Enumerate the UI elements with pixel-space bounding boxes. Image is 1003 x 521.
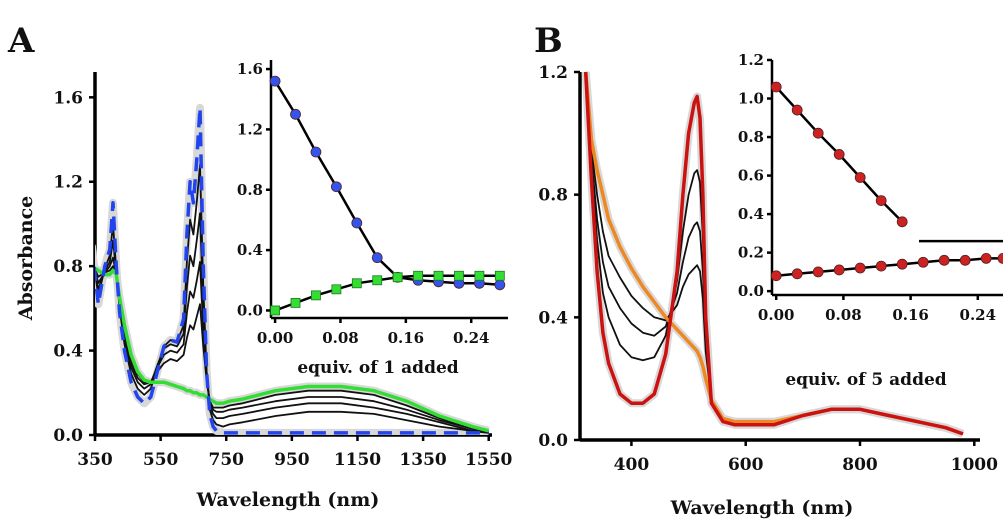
panel-b-inset: equiv. of 5 added 0.0 0.2 0.4 0.6 0.8 1.0 1.2 0… <box>738 51 1003 390</box>
inset-point-1 <box>474 270 485 281</box>
inset-point-1 <box>331 284 342 295</box>
spectrum-line-5 <box>95 266 490 433</box>
y-tick-label: 0.4 <box>538 308 568 328</box>
spectrum-line-0 <box>583 71 964 436</box>
spectrum-line-0 <box>95 106 489 435</box>
inset-point-1 <box>833 264 845 276</box>
inset-point-1 <box>494 270 505 281</box>
inset-y-tick-label: 0.8 <box>738 128 764 146</box>
spectra <box>581 71 965 438</box>
x-tick-label: 600 <box>728 455 764 475</box>
inset-point-1 <box>372 275 383 286</box>
inset-point-0 <box>833 148 845 160</box>
x-tick-label: 1350 <box>399 450 446 470</box>
x-tick-label: 950 <box>274 450 310 470</box>
inset-y-tick-label: 1.6 <box>237 60 263 78</box>
x-tick-label: 800 <box>842 455 878 475</box>
inset-point-0 <box>290 108 301 120</box>
x-tick-label: 750 <box>208 450 244 470</box>
inset-x-tick-label: 0.16 <box>892 306 929 324</box>
panel-a-x-axis-title: Wavelength (nm) <box>196 489 380 511</box>
inset-point-0 <box>875 195 887 207</box>
inset-point-1 <box>433 270 444 281</box>
panel-b-letter: B <box>534 21 563 61</box>
y-tick-label: 0.0 <box>53 426 83 446</box>
inset-point-0 <box>269 75 281 87</box>
inset-point-0 <box>310 146 322 158</box>
inset-x-tick-label: 0.16 <box>388 329 425 347</box>
x-tick-label: 1000 <box>951 455 998 475</box>
inset-y-tick-label: 1.2 <box>237 120 263 138</box>
inset-point-1 <box>854 262 866 274</box>
inset-point-1 <box>896 258 908 270</box>
inset-series-line-1 <box>274 274 500 312</box>
inset-point-0 <box>896 216 908 228</box>
panel-a: A Absorbance Wavelength (nm) 0.0 0.4 0.8 1.… <box>7 21 513 511</box>
y-tick-label: 1.6 <box>53 88 83 108</box>
inset-point-1 <box>812 266 824 278</box>
inset-point-1 <box>270 305 280 316</box>
y-tick-label: 0.0 <box>538 431 568 451</box>
inset-x-tick-label: 0.24 <box>960 306 997 324</box>
y-tick-label: 0.8 <box>53 257 83 277</box>
inset-point-0 <box>351 217 363 229</box>
x-tick-label: 400 <box>614 455 650 475</box>
inset-point-0 <box>770 81 782 93</box>
inset-point-1 <box>311 290 321 301</box>
y-tick-label: 1.2 <box>53 173 83 193</box>
y-tick-label: 1.2 <box>538 63 568 83</box>
x-tick-label: 1550 <box>465 450 512 470</box>
panel-b-plot-area: 0.0 0.4 0.8 1.2 400 600 800 1000 <box>538 63 998 475</box>
inset-y-tick-label: 0.0 <box>237 301 263 319</box>
inset-point-0 <box>494 279 506 291</box>
inset-x-tick-label: 0.08 <box>322 329 359 347</box>
panel-a-inset: equiv. of 1 added 0.0 0.4 0.8 1.2 1.6 0.00 0.0… <box>237 60 508 378</box>
inset-x-tick-label: 0.00 <box>257 329 294 347</box>
inset-point-1 <box>454 270 464 281</box>
panel-b-x-axis-title: Wavelength (nm) <box>670 497 854 519</box>
inset-x-tick-label: 0.00 <box>758 306 795 324</box>
panel-a-letter: A <box>7 21 35 61</box>
y-tick-label: 0.8 <box>538 186 568 206</box>
inset-point-1 <box>290 298 301 308</box>
inset-point-1 <box>875 260 887 272</box>
inset-x-tick-label: 0.24 <box>453 329 490 347</box>
inset-point-1 <box>392 272 403 283</box>
inset-point-0 <box>791 104 803 116</box>
panel-a-inset-x-title: equiv. of 1 added <box>297 358 458 378</box>
inset-point-1 <box>917 256 929 268</box>
x-tick-label: 1150 <box>334 450 381 470</box>
x-tick-label: 350 <box>77 450 113 470</box>
y-tick-label: 0.4 <box>53 342 83 362</box>
inset-y-tick-label: 0.2 <box>738 244 764 262</box>
inset-x-tick-label: 0.08 <box>825 306 862 324</box>
spectra <box>95 103 490 435</box>
inset-point-0 <box>854 172 866 183</box>
inset-point-1 <box>959 254 971 266</box>
panel-b-inset-x-title: equiv. of 5 added <box>785 370 946 390</box>
panel-a-y-axis-title: Absorbance <box>15 196 37 321</box>
inset-point-1 <box>413 270 424 281</box>
x-tick-label: 550 <box>143 450 179 470</box>
panel-a-plot-area: 0.0 0.4 0.8 1.2 1.6 350 550 750 950 1150 1350 1550 <box>53 72 513 470</box>
inset-point-0 <box>812 127 824 139</box>
inset-y-tick-label: 0.4 <box>237 241 263 259</box>
inset-point-1 <box>351 278 362 289</box>
inset-point-1 <box>791 268 803 280</box>
inset-point-0 <box>330 181 342 193</box>
inset-point-1 <box>980 253 992 264</box>
panel-b: B Wavelength (nm) 0.0 0.4 0.8 1.2 400 600 800 1… <box>534 21 1003 519</box>
inset-y-tick-label: 1.2 <box>738 51 764 69</box>
inset-point-1 <box>770 270 782 282</box>
inset-y-tick-label: 0.0 <box>738 282 764 300</box>
inset-y-tick-label: 0.6 <box>738 167 764 185</box>
inset-point-0 <box>371 252 383 264</box>
inset-y-tick-label: 0.4 <box>738 205 764 223</box>
inset-y-tick-label: 1.0 <box>738 90 764 108</box>
inset-point-1 <box>938 254 950 266</box>
inset-y-tick-label: 0.8 <box>237 181 263 199</box>
inset-series-line-0 <box>274 80 500 287</box>
inset-point-1 <box>997 253 1003 264</box>
